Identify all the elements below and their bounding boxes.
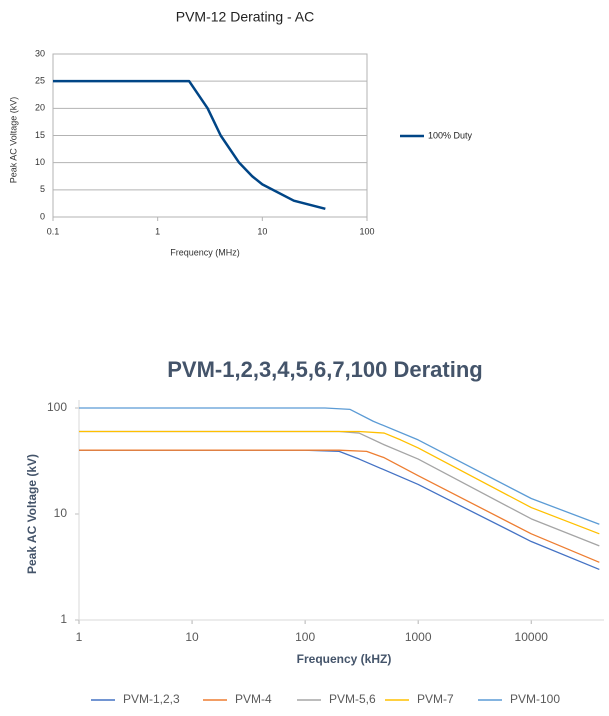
x-tick-label: 10 xyxy=(185,630,199,644)
y-tick-label: 0 xyxy=(40,211,45,221)
y-tick-label: 10 xyxy=(35,157,45,167)
x-tick-label: 10 xyxy=(257,226,267,236)
legend-label: PVM-7 xyxy=(417,692,454,706)
y-tick-label: 15 xyxy=(35,130,45,140)
legend-label: PVM-4 xyxy=(235,692,272,706)
x-tick-label: 0.1 xyxy=(47,226,60,236)
y-tick-label: 30 xyxy=(35,48,45,58)
x-tick-label: 100 xyxy=(359,226,374,236)
series-line xyxy=(79,430,600,535)
y-tick-label: 100 xyxy=(47,400,67,414)
series-line xyxy=(79,407,600,525)
x-axis-label: Frequency (kHZ) xyxy=(297,652,392,666)
legend-label: 100% Duty xyxy=(428,130,473,140)
plot-frame xyxy=(52,53,368,218)
y-tick-label: 5 xyxy=(40,184,45,194)
series-line xyxy=(79,449,600,571)
y-tick-label: 20 xyxy=(35,103,45,113)
chart-title: PVM-12 Derating - AC xyxy=(176,9,315,25)
y-tick-label: 10 xyxy=(54,506,68,520)
legend-label: PVM-1,2,3 xyxy=(123,692,180,706)
chart-title: PVM-1,2,3,4,5,6,7,100 Derating xyxy=(167,357,483,382)
x-tick-label: 1000 xyxy=(405,630,432,644)
y-tick-label: 1 xyxy=(60,612,67,626)
y-axis-label: Peak AC Voltage (kV) xyxy=(25,454,39,574)
series-line xyxy=(53,79,326,211)
x-axis-label: Frequency (MHz) xyxy=(170,247,240,257)
series-line xyxy=(79,449,600,563)
x-tick-label: 1 xyxy=(155,226,160,236)
y-axis-label: Peak AC Voltage (kV) xyxy=(8,97,18,184)
x-tick-label: 100 xyxy=(295,630,315,644)
y-tick-label: 25 xyxy=(35,76,45,86)
x-tick-label: 10000 xyxy=(515,630,549,644)
legend-label: PVM-100 xyxy=(510,692,560,706)
legend-label: PVM-5,6 xyxy=(329,692,376,706)
x-tick-label: 1 xyxy=(76,630,83,644)
